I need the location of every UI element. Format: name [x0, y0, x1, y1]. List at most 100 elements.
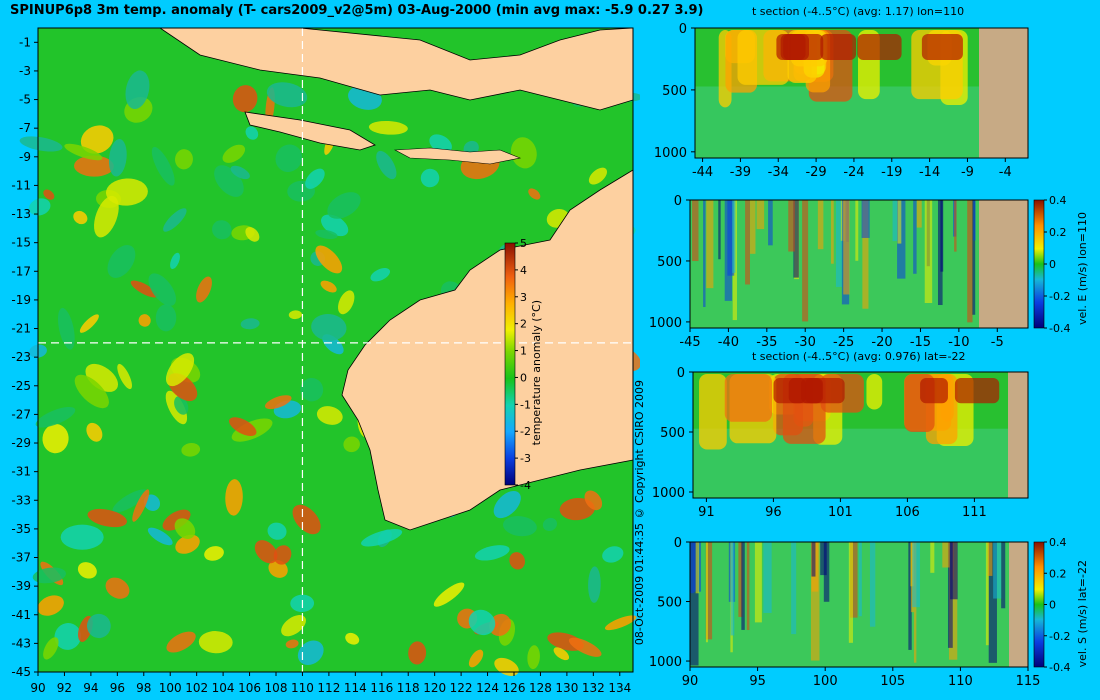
anomaly-eddy: [542, 517, 558, 532]
anomaly-eddy: [315, 229, 338, 240]
section-x-tick-label: -29: [805, 165, 826, 180]
anomaly-eddy: [316, 406, 343, 425]
section-y-tick-label: 0: [674, 536, 682, 551]
map-x-tick-label: 122: [450, 681, 473, 695]
section-y-tick-label: 0: [677, 366, 685, 381]
velocity-streak: [948, 542, 958, 660]
anomaly-eddy: [175, 534, 200, 554]
velocity-colorbar-tick-label: 0.2: [1049, 567, 1067, 580]
anomaly-eddy: [54, 623, 82, 650]
section3-title: t section (-4..5°C) (avg: 0.976) lat=-22: [752, 350, 966, 363]
section-y-tick-label: 500: [660, 426, 685, 441]
anomaly-eddy: [79, 314, 99, 333]
anomaly-eddy: [174, 518, 196, 539]
anomaly-eddy: [588, 167, 608, 185]
anomaly-eddy: [174, 396, 189, 415]
velocity-streak: [924, 200, 933, 303]
land-indonesia: [158, 27, 634, 111]
section-y-tick-label: 500: [657, 255, 682, 270]
map-x-tick-label: 92: [57, 681, 72, 695]
velocity-colorbar-tick-label: -0.4: [1049, 661, 1070, 674]
velocity-streak: [820, 542, 827, 576]
section-x-tick-label: 95: [749, 674, 766, 689]
velocity-streak: [930, 542, 935, 573]
section-x-tick-label: -10: [948, 335, 969, 350]
anomaly-eddy: [57, 307, 75, 350]
velocity-streak: [746, 542, 750, 631]
colorbar-tick-label: -2: [520, 425, 531, 438]
map-y-tick-label: -11: [11, 178, 31, 192]
velocity-streak: [741, 542, 745, 630]
velocity-streak: [810, 542, 820, 661]
velocity-streak: [706, 200, 714, 289]
velocity-streak: [724, 200, 733, 301]
anomaly-eddy: [198, 631, 233, 654]
map-x-tick-label: 124: [476, 681, 499, 695]
anomaly-eddy: [117, 363, 132, 390]
map-y-tick-label: -27: [11, 407, 31, 421]
velocity-streak: [788, 200, 795, 252]
velocity-streak: [732, 200, 736, 273]
anomaly-eddy: [87, 508, 127, 528]
warm-anomaly-structure: [737, 30, 790, 85]
velocity-streak: [835, 200, 843, 287]
anomaly-eddy: [204, 546, 224, 561]
section-x-tick-label: 115: [1016, 674, 1041, 689]
velocity-streak: [692, 200, 699, 262]
anomaly-eddy: [266, 82, 308, 108]
section-y-tick-label: 1000: [649, 655, 682, 670]
anomaly-eddy: [468, 649, 484, 668]
anomaly-eddy: [175, 149, 193, 170]
map-x-tick-label: 100: [159, 681, 182, 695]
map-x-tick-label: 128: [529, 681, 552, 695]
anomaly-eddy: [273, 545, 292, 565]
section-x-tick-label: -9: [961, 165, 974, 180]
map-x-tick-label: 94: [83, 681, 98, 695]
hot-anomaly-core: [805, 378, 845, 404]
section1-title: t section (-4..5°C) (avg: 1.17) lon=110: [752, 5, 965, 18]
anomaly-eddy: [94, 195, 119, 238]
map-y-tick-label: -33: [11, 493, 31, 507]
section-x-tick-label: -39: [730, 165, 751, 180]
t-section-lat22: 91 96 101 106 111 0 500 1000: [652, 366, 1029, 520]
anomaly-eddy: [37, 595, 64, 616]
anomaly-eddy: [368, 120, 408, 135]
anomaly-eddy: [240, 318, 260, 330]
section-x-tick-label: -20: [871, 335, 892, 350]
velocity-streak: [861, 200, 870, 238]
anomaly-eddy: [264, 395, 292, 410]
section-x-tick-label: -15: [910, 335, 931, 350]
velocity-streak: [730, 542, 735, 636]
anomaly-eddy: [267, 522, 287, 540]
seafloor-bottom: [979, 200, 1028, 328]
velocity-streak: [802, 200, 809, 322]
anomaly-eddy: [60, 524, 104, 550]
velocity-streak: [763, 542, 772, 613]
anomaly-eddy: [245, 227, 260, 242]
velocity-colorbar-tick-label: -0.2: [1049, 630, 1070, 643]
velocity-streak: [912, 542, 921, 608]
velocity-streak: [756, 200, 765, 230]
map-x-tick-label: 134: [608, 681, 631, 695]
anomaly-eddy: [604, 615, 637, 631]
velocity-streak: [843, 200, 850, 295]
map-y-tick-label: -35: [11, 522, 31, 536]
velocity-streak: [754, 542, 762, 623]
anomaly-eddy: [87, 613, 111, 639]
section-x-tick-label: 91: [698, 505, 715, 520]
anomaly-eddy: [43, 189, 55, 200]
map-y-tick-label: -21: [11, 322, 31, 336]
velocity-streak: [869, 542, 876, 627]
anomaly-eddy: [297, 640, 324, 666]
map-y-tick-label: -19: [11, 293, 31, 307]
map-y-tick-label: -29: [11, 436, 31, 450]
map-x-tick-label: 108: [265, 681, 288, 695]
anomaly-eddy: [315, 245, 343, 274]
section-y-tick-label: 0: [679, 22, 687, 37]
anomaly-eddy: [281, 615, 306, 637]
section-x-tick-label: 106: [895, 505, 920, 520]
anomaly-eddy: [162, 509, 191, 531]
hot-anomaly-core: [857, 34, 902, 60]
velocity-streak: [830, 200, 834, 264]
map-x-tick-label: 114: [344, 681, 367, 695]
